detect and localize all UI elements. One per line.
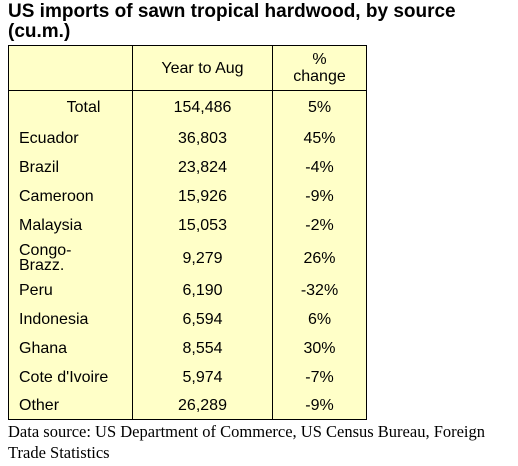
table-row: Congo-Brazz. 9,279 26%: [8, 240, 367, 276]
header-year-to-aug: Year to Aug: [132, 45, 273, 91]
source-cell: Indonesia: [8, 305, 133, 334]
volume-cell: 5,974: [132, 363, 273, 392]
volume-cell: 6,594: [132, 305, 273, 334]
volume-cell: 6,190: [132, 276, 273, 305]
change-cell: -9%: [272, 392, 367, 420]
change-cell: -4%: [272, 153, 367, 182]
volume-cell: 26,289: [132, 392, 273, 420]
table-row: Brazil 23,824 -4%: [8, 153, 367, 182]
change-cell: -7%: [272, 363, 367, 392]
data-source-note: Data source: US Department of Commerce, …: [8, 422, 486, 462]
source-cell: Brazil: [8, 153, 133, 182]
table-row: Indonesia 6,594 6%: [8, 305, 367, 334]
change-cell: 6%: [272, 305, 367, 334]
source-cell: Cameroon: [8, 182, 133, 211]
volume-cell: 8,554: [132, 334, 273, 363]
table-row: Other 26,289 -9%: [8, 392, 367, 420]
volume-cell: 36,803: [132, 124, 273, 153]
change-cell: 26%: [272, 240, 367, 276]
source-cell: Malaysia: [8, 211, 133, 240]
volume-cell: 154,486: [132, 90, 273, 124]
source-cell: Peru: [8, 276, 133, 305]
header-row: Year to Aug % change: [8, 45, 367, 91]
table-row: Malaysia 15,053 -2%: [8, 211, 367, 240]
volume-cell: 23,824: [132, 153, 273, 182]
table-row-total: Total 154,486 5%: [8, 90, 367, 124]
source-cell: Ghana: [8, 334, 133, 363]
source-cell: Cote d'Ivoire: [8, 363, 133, 392]
header-percent-change: % change: [272, 45, 367, 91]
table-row: Ecuador 36,803 45%: [8, 124, 367, 153]
source-cell: Ecuador: [8, 124, 133, 153]
source-cell: Other: [8, 392, 133, 420]
table-row: Peru 6,190 -32%: [8, 276, 367, 305]
source-cell: Total: [8, 90, 133, 124]
table-row: Ghana 8,554 30%: [8, 334, 367, 363]
imports-table: Year to Aug % change Total 154,486 5% Ecu…: [8, 45, 367, 420]
change-cell: 45%: [272, 124, 367, 153]
change-cell: 30%: [272, 334, 367, 363]
volume-cell: 15,053: [132, 211, 273, 240]
change-cell: -32%: [272, 276, 367, 305]
volume-cell: 9,279: [132, 240, 273, 276]
source-cell: Congo-Brazz.: [8, 240, 133, 276]
change-cell: -2%: [272, 211, 367, 240]
table-row: Cameroon 15,926 -9%: [8, 182, 367, 211]
change-cell: 5%: [272, 90, 367, 124]
change-cell: -9%: [272, 182, 367, 211]
header-source: [8, 45, 133, 91]
volume-cell: 15,926: [132, 182, 273, 211]
table-row: Cote d'Ivoire 5,974 -7%: [8, 363, 367, 392]
table-title: US imports of sawn tropical hardwood, by…: [8, 1, 456, 42]
